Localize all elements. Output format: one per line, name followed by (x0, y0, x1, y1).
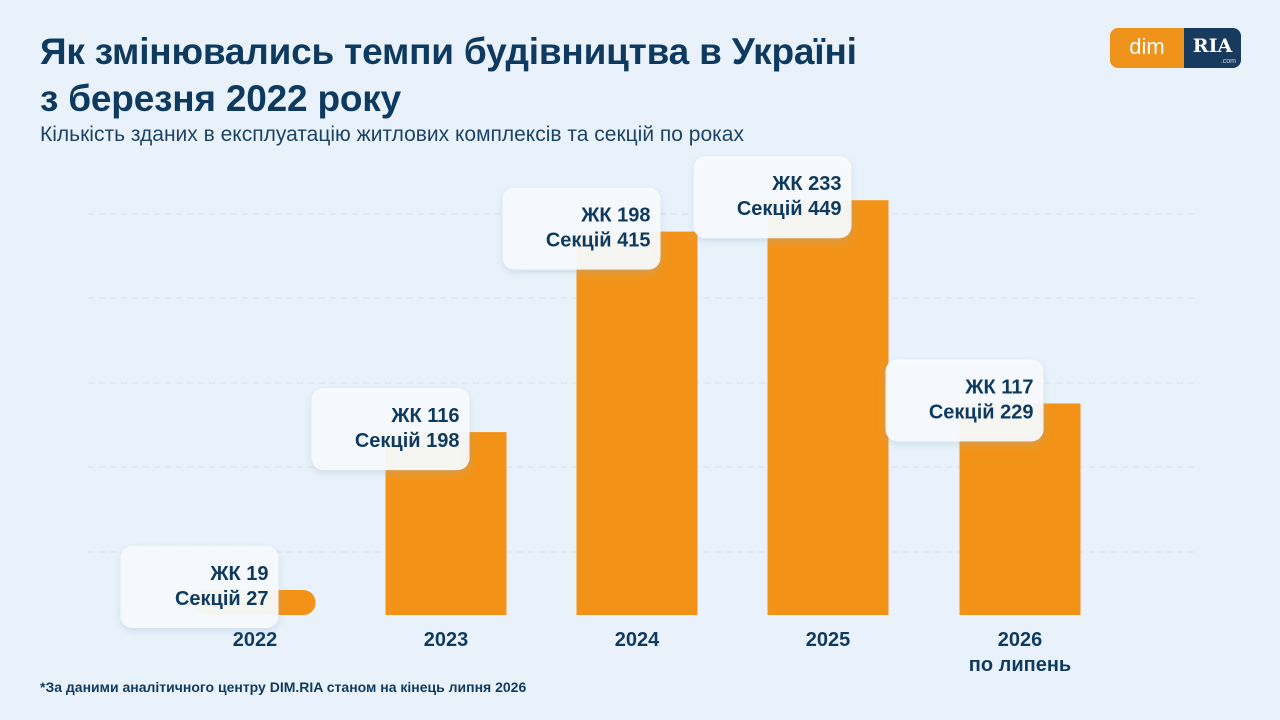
logo-com-text: .com (1220, 58, 1236, 65)
data-label-jk: ЖК 198 (580, 205, 650, 227)
data-label-sections: Секцій 449 (737, 198, 842, 220)
chart-title: Як змінювались темпи будівництва в Украї… (40, 28, 857, 122)
footnote: *За даними аналітичного центру DIM.RIA с… (40, 679, 527, 695)
data-label-jk: ЖК 116 (390, 405, 459, 427)
dim-ria-logo: dim RIA .com (1110, 28, 1241, 68)
bar-2024 (576, 231, 698, 615)
logo-ria-part: RIA .com (1184, 28, 1241, 68)
data-label-box (693, 156, 852, 239)
data-label-sections: Секцій 229 (929, 401, 1034, 423)
data-label-jk: ЖК 19 (209, 563, 268, 585)
data-label-jk: ЖК 117 (964, 376, 1033, 398)
title-line-1: Як змінювались темпи будівництва в Украї… (40, 31, 857, 72)
x-tick-label: 2026 (998, 629, 1043, 651)
title-line-2: з березня 2022 року (40, 78, 401, 119)
chart-subtitle: Кількість зданих в експлуатацію житлових… (40, 123, 744, 146)
logo-dim-part: dim (1110, 28, 1184, 68)
data-label-box (502, 187, 661, 270)
data-label-jk: ЖК 233 (771, 173, 841, 195)
x-tick-label: 2023 (424, 629, 469, 651)
x-tick-label: 2024 (615, 629, 660, 651)
data-label-sections: Секцій 415 (546, 230, 651, 252)
data-label-box (885, 359, 1044, 442)
data-label-sections: Секцій 198 (355, 430, 460, 452)
x-tick-sublabel: по липень (969, 654, 1071, 676)
bar-2025 (767, 200, 889, 615)
x-tick-label: 2025 (806, 629, 851, 651)
data-label-sections: Секцій 27 (175, 588, 269, 610)
logo-ria-text: RIA (1192, 35, 1233, 57)
data-label-box (311, 388, 470, 471)
x-tick-label: 2022 (233, 629, 278, 651)
data-label-box (120, 546, 279, 629)
